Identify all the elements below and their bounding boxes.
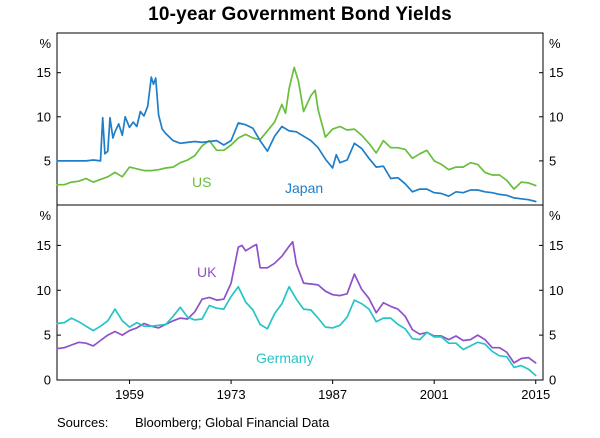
svg-text:10: 10 bbox=[549, 283, 563, 298]
unit-label-top-right: % bbox=[549, 36, 561, 51]
svg-text:1959: 1959 bbox=[115, 387, 144, 402]
svg-text:15: 15 bbox=[37, 238, 51, 253]
svg-text:5: 5 bbox=[549, 153, 556, 168]
unit-label-bottom-left: % bbox=[39, 208, 51, 223]
svg-text:1987: 1987 bbox=[318, 387, 347, 402]
svg-text:2001: 2001 bbox=[420, 387, 449, 402]
svg-text:10: 10 bbox=[37, 109, 51, 124]
svg-text:5: 5 bbox=[44, 328, 51, 343]
series-label-us: US bbox=[192, 174, 212, 190]
svg-text:15: 15 bbox=[37, 65, 51, 80]
svg-text:1973: 1973 bbox=[217, 387, 246, 402]
svg-text:15: 15 bbox=[549, 65, 563, 80]
svg-text:0: 0 bbox=[44, 373, 51, 388]
svg-text:10: 10 bbox=[37, 283, 51, 298]
unit-label-bottom-right: % bbox=[549, 208, 561, 223]
svg-text:10: 10 bbox=[549, 109, 563, 124]
chart-title: 10-year Government Bond Yields bbox=[148, 4, 452, 25]
svg-text:0: 0 bbox=[549, 373, 556, 388]
svg-text:5: 5 bbox=[549, 328, 556, 343]
series-label-japan: Japan bbox=[285, 180, 324, 196]
series-label-germany: Germany bbox=[256, 350, 314, 366]
sources-label: Sources: bbox=[57, 415, 109, 430]
svg-text:2015: 2015 bbox=[521, 387, 550, 402]
svg-text:5: 5 bbox=[44, 153, 51, 168]
series-label-uk: UK bbox=[197, 264, 217, 280]
unit-label-top-left: % bbox=[39, 36, 51, 51]
svg-text:15: 15 bbox=[549, 238, 563, 253]
sources-value: Bloomberg; Global Financial Data bbox=[135, 415, 330, 430]
